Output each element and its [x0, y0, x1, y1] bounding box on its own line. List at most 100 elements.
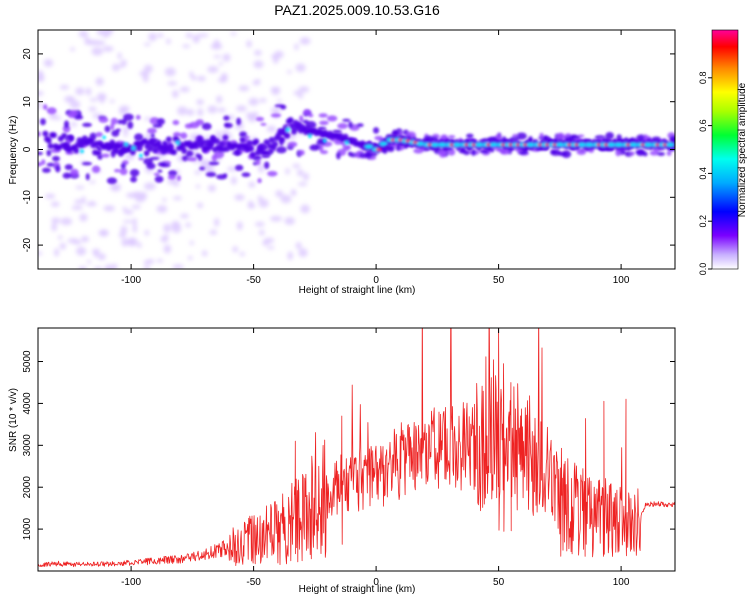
track-band [213, 138, 220, 145]
noise-blob [248, 97, 259, 106]
scatter-blob [110, 117, 118, 125]
spectrogram-x-tick-label: 100 [613, 275, 630, 286]
noise-blob [182, 44, 191, 49]
scatter-blob [224, 122, 230, 127]
noise-blob [297, 182, 308, 187]
noise-blob [274, 50, 284, 59]
scatter-blob [260, 122, 267, 126]
scatter-blob [356, 123, 364, 128]
noise-blob [185, 222, 192, 228]
snr-y-axis-label: SNR (10 * v/v) [8, 388, 19, 452]
scatter-blob [336, 152, 341, 160]
noise-blob [302, 172, 309, 181]
snr-x-tick-label: -50 [246, 577, 261, 588]
snr-x-tick-label: 100 [613, 577, 630, 588]
scatter-blob [287, 141, 298, 148]
scatter-blob [211, 154, 218, 162]
scatter-blob [561, 150, 572, 159]
noise-blob [132, 224, 138, 233]
noise-blob [215, 130, 221, 138]
noise-blob [96, 30, 107, 36]
scatter-blob [386, 145, 395, 153]
noise-blob [171, 220, 181, 229]
scatter-blob [257, 178, 262, 184]
scatter-blob [223, 115, 230, 121]
snr-y-ticks: 1000 2000 3000 4000 5000 [22, 350, 675, 540]
noise-blob [143, 64, 153, 73]
noise-blob [292, 163, 301, 169]
noise-blob [38, 100, 42, 110]
noise-blob [51, 217, 61, 224]
scatter-blob [267, 171, 278, 177]
noise-blob [91, 47, 104, 56]
noise-blob [38, 77, 44, 82]
track-band [167, 143, 174, 150]
track-band [155, 139, 162, 146]
scatter-blob [157, 169, 163, 173]
noise-blob [227, 133, 233, 141]
scatter-blob [666, 150, 672, 156]
noise-blob [194, 170, 201, 175]
noise-blob [123, 129, 128, 138]
noise-blob [147, 258, 155, 265]
noise-blob [75, 246, 87, 256]
noise-blob [295, 63, 306, 72]
noise-blob [197, 202, 204, 209]
noise-blob [54, 248, 60, 257]
noise-blob [44, 193, 56, 199]
noise-blob [132, 218, 138, 225]
scatter-blob [46, 162, 55, 167]
noise-blob [239, 251, 246, 257]
scatter-blob [52, 155, 60, 162]
noise-blob [103, 205, 116, 212]
noise-blob [248, 200, 254, 209]
noise-blob [51, 222, 58, 232]
noise-blob [291, 190, 297, 197]
noise-blob [232, 246, 239, 253]
noise-blob [196, 99, 204, 106]
scatter-blob [82, 122, 92, 128]
scatter-blob [150, 133, 155, 138]
snr-y-tick-label: 1000 [22, 518, 33, 541]
noise-blob [213, 39, 220, 49]
spectrogram-faint-noise [38, 30, 311, 269]
noise-blob [207, 184, 216, 192]
scatter-blob [120, 162, 126, 170]
scatter-blob [46, 149, 52, 157]
figure-title: PAZ1.2025.009.10.53.G16 [274, 2, 440, 18]
noise-blob [218, 62, 223, 66]
scatter-blob [135, 114, 141, 120]
track-mid [438, 142, 447, 147]
spectrogram-x-axis-label: Height of straight line (km) [299, 285, 416, 296]
noise-blob [78, 30, 89, 38]
noise-blob [189, 71, 194, 78]
track-band [253, 138, 260, 145]
noise-blob [207, 105, 218, 114]
noise-blob [117, 52, 122, 60]
scatter-blob [42, 167, 51, 173]
scatter-blob [121, 118, 127, 125]
scatter-blob [123, 113, 134, 121]
track-band [263, 139, 270, 146]
spectrogram-x-tick-label: 0 [373, 275, 379, 286]
noise-blob [252, 111, 259, 120]
noise-blob [59, 84, 70, 90]
spectrogram-x-tick-label: -50 [246, 275, 261, 286]
spectrogram-x-ticks: -100 -50 0 50 100 [121, 30, 630, 286]
scatter-blob [299, 115, 304, 123]
scatter-blob [649, 150, 660, 156]
noise-blob [254, 221, 265, 227]
scatter-blob [605, 132, 614, 140]
noise-blob [287, 251, 294, 261]
noise-blob [222, 53, 231, 62]
scatter-blob [46, 107, 57, 115]
noise-blob [285, 168, 290, 175]
scatter-blob [243, 135, 250, 140]
colorbar-tick-label: 0.0 [698, 263, 708, 276]
scatter-blob [275, 146, 287, 154]
noise-blob [197, 75, 206, 82]
track-mid [80, 149, 84, 154]
scatter-blob [657, 152, 666, 156]
colorbar-ticks: 0.0 0.2 0.4 0.6 0.8 [698, 72, 712, 276]
scatter-blob [173, 132, 181, 137]
